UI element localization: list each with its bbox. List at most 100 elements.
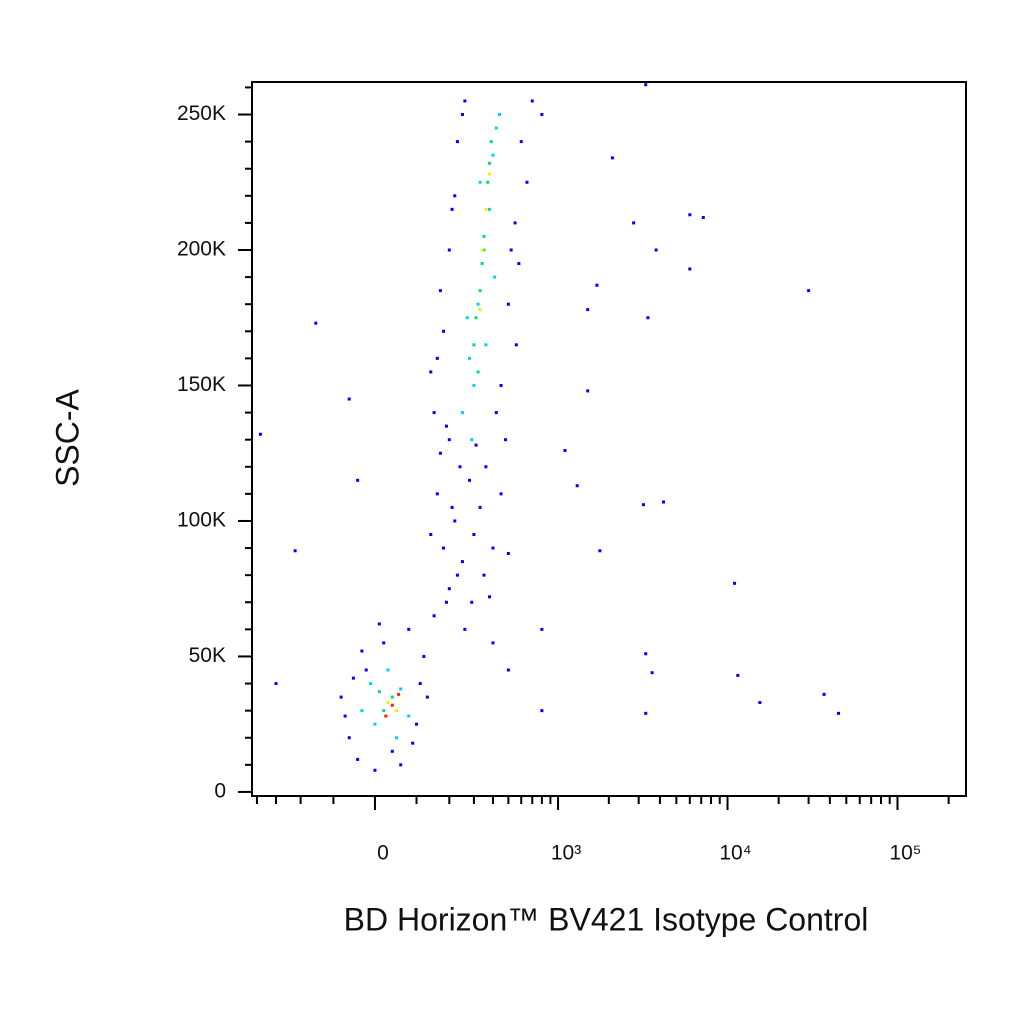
y-tick-label: 150K bbox=[177, 373, 226, 396]
event-dot bbox=[478, 180, 482, 184]
event-dot bbox=[733, 581, 737, 585]
event-dot bbox=[441, 546, 445, 550]
event-dot bbox=[468, 356, 472, 360]
x-tick-label: 0 bbox=[377, 842, 389, 865]
event-dot bbox=[444, 424, 448, 428]
event-dot bbox=[478, 289, 482, 293]
y-tick-label: 100K bbox=[177, 509, 226, 532]
event-dot bbox=[758, 701, 762, 705]
event-dot bbox=[293, 549, 297, 553]
event-dot bbox=[386, 701, 390, 705]
event-dot bbox=[506, 302, 510, 306]
event-dot bbox=[382, 709, 386, 713]
event-dot bbox=[447, 438, 451, 442]
event-dot bbox=[491, 546, 495, 550]
event-dot bbox=[476, 370, 480, 374]
event-dot bbox=[513, 221, 517, 225]
event-dot bbox=[480, 262, 484, 266]
y-tick-label: 200K bbox=[177, 238, 226, 261]
event-dot bbox=[364, 668, 368, 672]
event-dot bbox=[382, 641, 386, 645]
event-dot bbox=[701, 215, 705, 219]
event-dot bbox=[453, 519, 457, 523]
event-dot bbox=[493, 275, 497, 279]
event-dot bbox=[395, 709, 399, 713]
x-tick-label: 10³ bbox=[551, 842, 581, 865]
event-dot bbox=[438, 289, 442, 293]
event-dot bbox=[530, 99, 534, 103]
y-tick-label: 50K bbox=[189, 644, 226, 667]
event-dot bbox=[397, 692, 401, 696]
event-dot bbox=[407, 627, 411, 631]
event-dot bbox=[407, 714, 411, 718]
event-dot bbox=[650, 671, 654, 675]
event-dot bbox=[399, 763, 403, 767]
event-dot bbox=[632, 221, 636, 225]
event-dot bbox=[498, 113, 502, 117]
event-dot bbox=[519, 140, 523, 144]
event-dot bbox=[460, 560, 464, 564]
event-dot bbox=[488, 161, 492, 165]
event-dot bbox=[373, 768, 377, 772]
event-dot bbox=[482, 573, 486, 577]
event-dot bbox=[432, 614, 436, 618]
event-dot bbox=[463, 99, 467, 103]
event-dot bbox=[347, 397, 351, 401]
event-dot bbox=[429, 533, 433, 537]
event-dot bbox=[488, 207, 492, 211]
event-dot bbox=[360, 709, 364, 713]
y-axis-title: SSC-A bbox=[49, 388, 85, 486]
event-dot bbox=[351, 676, 355, 680]
event-dot bbox=[453, 194, 457, 198]
event-dot bbox=[506, 668, 510, 672]
event-dot bbox=[399, 687, 403, 691]
event-dot bbox=[610, 156, 614, 160]
event-dot bbox=[525, 180, 529, 184]
event-dot bbox=[482, 234, 486, 238]
event-dot bbox=[274, 682, 278, 686]
event-dot bbox=[509, 248, 513, 252]
event-dot bbox=[499, 383, 503, 387]
event-dot bbox=[595, 283, 599, 287]
x-tick-label: 10⁴ bbox=[719, 842, 751, 865]
event-dot bbox=[472, 533, 476, 537]
event-dot bbox=[369, 682, 373, 686]
event-dot bbox=[644, 711, 648, 715]
event-dot bbox=[480, 248, 484, 252]
event-dot bbox=[356, 757, 360, 761]
event-dot bbox=[478, 308, 482, 312]
event-dot bbox=[494, 411, 498, 415]
event-dot bbox=[654, 248, 658, 252]
event-dot bbox=[575, 484, 579, 488]
event-dot bbox=[447, 248, 451, 252]
event-dot bbox=[343, 714, 347, 718]
event-dot bbox=[429, 370, 433, 374]
event-dot bbox=[468, 478, 472, 482]
event-dot bbox=[641, 503, 645, 507]
event-dot bbox=[563, 449, 567, 453]
y-tick-label: 250K bbox=[177, 102, 226, 125]
event-dot bbox=[347, 736, 351, 740]
event-dot bbox=[384, 714, 388, 718]
event-dot bbox=[395, 736, 399, 740]
event-dot bbox=[390, 703, 394, 707]
event-dot bbox=[450, 207, 454, 211]
event-dot bbox=[360, 649, 364, 653]
event-dot bbox=[822, 692, 826, 696]
event-dot bbox=[458, 465, 462, 469]
event-dot bbox=[736, 673, 740, 677]
event-dot bbox=[506, 551, 510, 555]
event-dot bbox=[435, 356, 439, 360]
event-dot bbox=[390, 749, 394, 753]
event-dot bbox=[435, 492, 439, 496]
event-dot bbox=[499, 492, 503, 496]
event-dot bbox=[474, 316, 478, 320]
event-dot bbox=[450, 505, 454, 509]
event-dot bbox=[540, 709, 544, 713]
event-dot bbox=[463, 627, 467, 631]
event-dot bbox=[314, 321, 318, 325]
event-dot bbox=[489, 140, 493, 144]
event-dot bbox=[470, 438, 474, 442]
